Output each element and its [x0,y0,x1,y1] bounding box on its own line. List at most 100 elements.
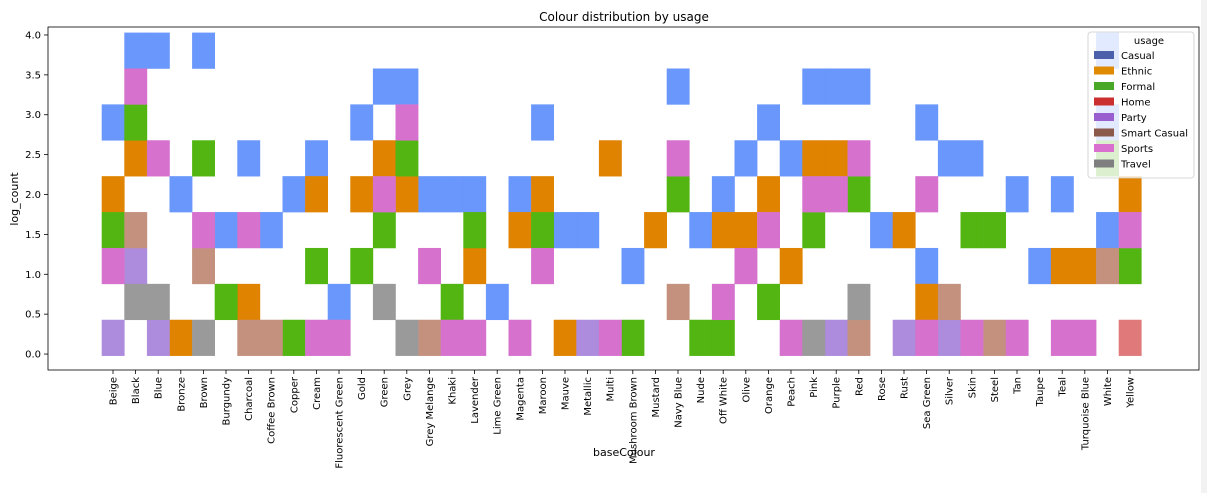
cell-casual-rose [870,212,893,249]
cell-ethnic-cream [305,176,328,213]
x-axis-label: baseColour [593,446,655,459]
cell-casual-mauve [553,212,577,249]
cell-ethnic-olive [734,212,758,249]
x-tick-label: Fluorescent Green [335,377,346,469]
x-tick-label: Metallic [583,377,594,416]
y-tick-label: 0.5 [25,310,41,321]
x-tick-label: Cream [312,377,323,410]
cell-formal-red [847,176,871,213]
cell-sports-skin [960,319,984,356]
cell-casual-metallic [576,212,600,249]
cell-sports-navy-blue [666,140,690,177]
cell-travel-brown [192,319,215,356]
legend-swatch-party [1094,113,1114,121]
x-tick-label: Orange [764,377,775,414]
cell-casual-orange [757,104,780,141]
x-tick-label: Black [131,377,142,404]
legend-swatch-travel [1094,159,1114,168]
x-tick-label: Gold [357,377,368,400]
cell-sports-off-white [711,283,735,321]
cell-ethnic-turquoise-blue [1073,247,1097,285]
x-tick-label: Lime Green [493,377,504,435]
cell-casual-tan [1005,176,1029,213]
cell-ethnic-gold [350,176,374,213]
x-tick-label: Steel [990,377,1001,402]
cell-sports-khaki [440,319,464,356]
cell-smart-casual-red [847,319,871,356]
cell-travel-green [372,283,396,321]
y-tick-label: 1.0 [25,270,41,281]
cell-casual-white [1096,212,1119,249]
x-tick-label: Coffee Brown [267,377,278,444]
cell-casual-copper [282,176,306,213]
cell-formal-khaki [440,283,464,321]
x-tick-label: Tan [1013,377,1024,395]
cell-formal-off-white [711,319,735,356]
cell-sports-maroon [531,247,554,285]
cell-sports-magenta [508,319,532,356]
cell-casual-maroon [531,104,554,141]
cell-party-black [124,247,148,285]
x-tick-label: Taupe [1035,377,1046,407]
cell-casual-gold [350,104,374,141]
x-tick-label: Brown [199,377,210,408]
cell-formal-gold [350,247,374,285]
histogram-cells [101,32,1142,356]
cell-party-rust [892,319,916,356]
cell-sports-orange [757,212,780,249]
cell-sports-blue [146,140,170,177]
cell-party-beige [101,319,125,356]
cell-casual-pink [802,68,826,105]
cell-sports-purple [824,176,848,213]
cell-sports-grey [395,104,419,141]
cell-travel-black [124,283,148,321]
legend: usage Casual Ethnic Formal Home Party Smart Ca… [1087,31,1195,179]
cell-smart-casual-coffee-brown [259,319,283,356]
x-tick-label: Multi [606,377,617,401]
cell-ethnic-rust [892,212,916,249]
cell-sports-sea-green [915,319,939,356]
y-tick-label: 0.0 [25,350,41,361]
cell-casual-grey [395,68,419,105]
cell-sports-beige [101,247,125,285]
cell-casual-mushroom-brown [621,247,645,285]
axes-frame [47,26,1200,371]
x-tick-label: Red [854,377,865,396]
cell-casual-magenta [508,176,532,213]
x-tick-label: Rust [900,377,911,399]
y-tick-label: 2.5 [25,150,41,161]
cell-casual-sea-green [915,104,939,141]
cell-casual-peach [779,140,803,177]
cell-casual-green [372,68,396,105]
x-tick-label: Green [380,377,391,407]
cell-casual-khaki [440,176,464,213]
x-tick-label: Teal [1058,377,1069,397]
cell-ethnic-charcoal [237,283,261,321]
cell-casual-nude [689,212,713,249]
x-tick-label: Grey Melange [425,377,436,446]
cell-party-silver [937,319,961,356]
x-tick-label: Olive [741,377,752,403]
cell-casual-navy-blue [666,68,690,105]
legend-label-formal: Formal [1121,82,1155,93]
cell-casual-skin [960,140,984,177]
x-tick-label: Grey [402,377,413,401]
cell-sports-pink [802,176,826,213]
legend-swatch-sports [1094,144,1114,152]
cell-ethnic-off-white [711,212,735,249]
cell-travel-red [847,283,871,321]
cell-formal-black [124,104,148,141]
x-tick-label: Off White [719,377,730,424]
cell-sports-grey-melange [418,247,441,285]
cell-sports-red [847,140,871,177]
x-tick-label: Bronze [176,377,187,412]
x-tick-label: Blue [154,377,165,399]
cell-ethnic-grey [395,176,419,213]
cell-casual-purple [824,68,848,105]
cell-formal-burgundy [214,283,238,321]
cell-party-purple [824,319,848,356]
cell-ethnic-lavender [463,247,487,285]
cell-travel-blue [146,283,170,321]
cell-formal-beige [101,212,125,249]
cell-casual-black [124,32,148,69]
